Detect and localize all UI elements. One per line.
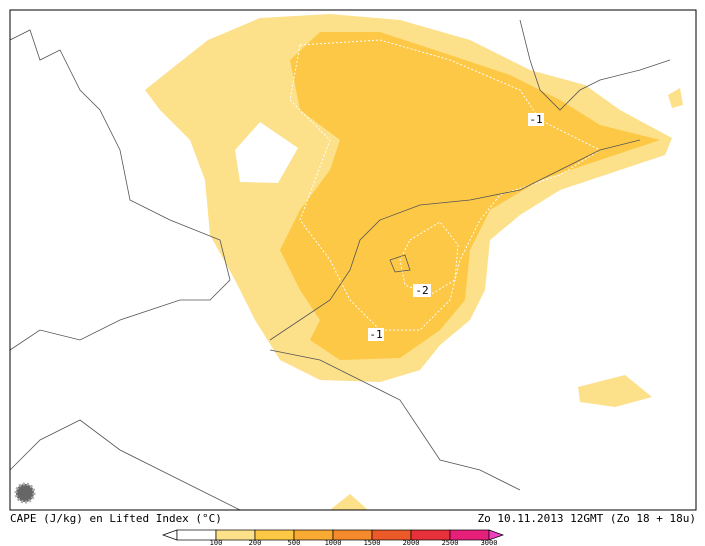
colorbar-label: 2500 — [442, 539, 459, 546]
caption: CAPE (J/kg) en Lifted Index (°C) — [10, 512, 222, 525]
colorbar-label: 1500 — [364, 539, 381, 546]
contour-label: -1 — [529, 113, 542, 126]
map — [9, 14, 683, 511]
timestamp: Zo 10.11.2013 12GMT (Zo 18 + 18u) — [477, 512, 696, 525]
contour-label: -1 — [369, 328, 382, 341]
cape-region — [330, 494, 368, 510]
colorbar-label: 500 — [288, 539, 301, 546]
coastline — [269, 139, 641, 341]
contour-labels: -1 -2 -1 — [368, 113, 544, 341]
label-box — [368, 328, 384, 341]
label-box — [413, 284, 431, 297]
cape-core — [280, 32, 660, 360]
map-frame — [9, 9, 697, 511]
colorbar-label: 100 — [210, 539, 223, 546]
lifted-index-contour — [289, 39, 602, 331]
cape-region — [668, 88, 683, 108]
border — [269, 349, 521, 491]
coastline — [9, 419, 241, 511]
lifted-index-contour — [399, 221, 459, 296]
lake — [389, 254, 411, 273]
coastline — [519, 19, 671, 111]
cape-region — [578, 375, 652, 407]
colorbar-label: 200 — [249, 539, 262, 546]
logo — [14, 482, 36, 504]
contour-label: -2 — [415, 284, 428, 297]
coastline — [9, 29, 231, 351]
colorbar-label: 3000 — [481, 539, 498, 546]
colorbar-label: 2000 — [403, 539, 420, 546]
label-box — [528, 113, 544, 126]
colorbar: 100 200 500 1000 1500 2000 2500 3000 — [161, 529, 505, 546]
colorbar-arrow — [488, 529, 505, 541]
cape-gap — [235, 122, 298, 183]
colorbar-label: 1000 — [325, 539, 342, 546]
